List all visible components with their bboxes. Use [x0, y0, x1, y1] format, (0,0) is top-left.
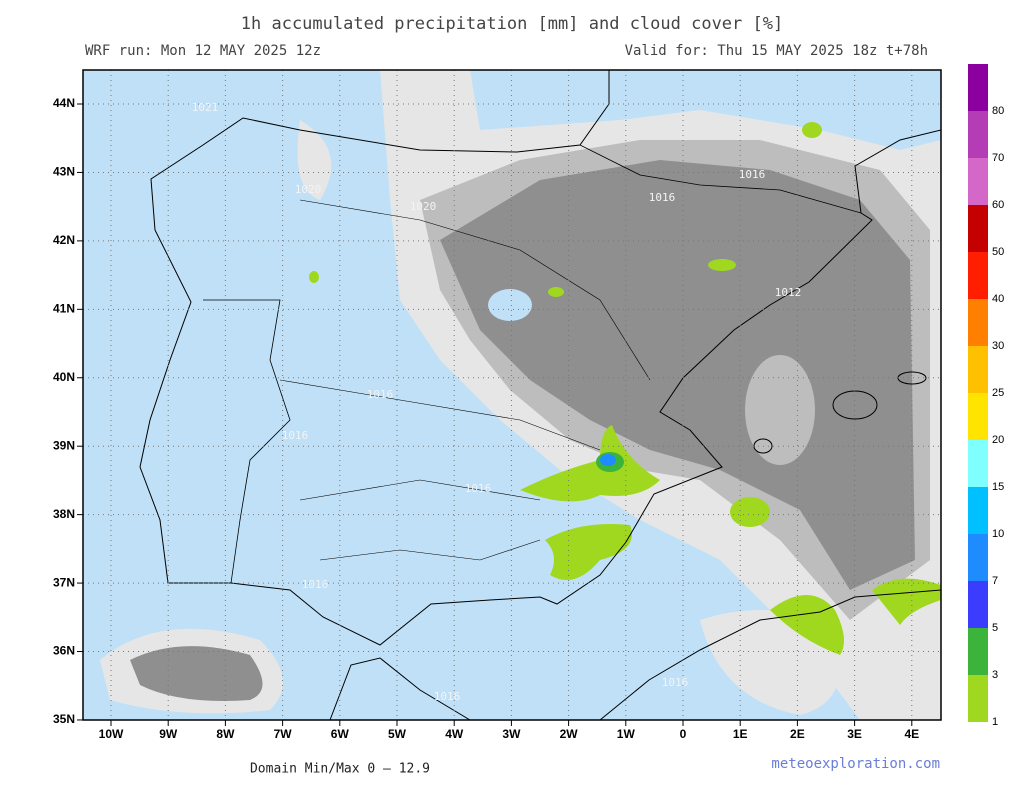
isobar-label: 1016: [434, 690, 461, 703]
colorbar-segment: [968, 393, 988, 440]
lon-label: 5W: [388, 727, 407, 741]
lat-label: 43N: [53, 165, 75, 179]
colorbar-segment: [968, 534, 988, 581]
colorbar-label: 15: [992, 481, 1004, 493]
colorbar-segment: [968, 158, 988, 205]
title: 1h accumulated precipitation [mm] and cl…: [241, 14, 783, 34]
colorbar-segment: [968, 440, 988, 487]
isobar-label: 1020: [295, 183, 322, 196]
run-label: WRF run: Mon 12 MAY 2025 12z: [85, 43, 321, 59]
lon-label: 7W: [274, 727, 293, 741]
colorbar-label: 3: [992, 669, 998, 681]
colorbar-segment: [968, 675, 988, 722]
lon-label: 6W: [331, 727, 350, 741]
colorbar-segment: [968, 581, 988, 628]
colorbar-label: 50: [992, 246, 1004, 258]
colorbar-label: 40: [992, 293, 1004, 305]
clouds: [100, 70, 941, 720]
lon-label: 2E: [790, 727, 805, 741]
colorbar-label: 5: [992, 622, 998, 634]
lon-label: 4E: [904, 727, 919, 741]
isobar-label: 1021: [192, 101, 219, 114]
lon-label: 3E: [847, 727, 862, 741]
colorbar-label: 1: [992, 716, 998, 728]
colorbar-label: 70: [992, 152, 1004, 164]
lat-label: 35N: [53, 712, 75, 726]
colorbar-label: 10: [992, 528, 1004, 540]
lon-label: 3W: [502, 727, 521, 741]
colorbar-segment: [968, 487, 988, 534]
graticule: [83, 70, 941, 720]
lon-label: 4W: [445, 727, 464, 741]
isobar-label: 1016: [367, 388, 394, 401]
map-area: [82, 69, 942, 721]
colorbar-segment: [968, 252, 988, 299]
lat-label: 40N: [53, 370, 75, 384]
colorbar-segment: [968, 205, 988, 252]
lon-label: 0: [680, 727, 687, 741]
colorbar-segment: [968, 628, 988, 675]
lon-label: 8W: [216, 727, 235, 741]
colorbar-label: 30: [992, 340, 1004, 352]
isobar-label: 1016: [739, 168, 766, 181]
colorbar-label: 7: [992, 575, 998, 587]
domain-minmax: Domain Min/Max 0 — 12.9: [250, 762, 430, 777]
isobar-label: 1020: [410, 200, 437, 213]
lon-label: 2W: [560, 727, 579, 741]
lon-label: 9W: [159, 727, 178, 741]
lat-label: 42N: [53, 233, 75, 247]
lat-label: 37N: [53, 575, 75, 589]
colorbar-segment: [968, 64, 988, 111]
colorbar-segment: [968, 111, 988, 158]
isobar-label: 1012: [775, 286, 802, 299]
colorbar-label: 60: [992, 199, 1004, 211]
lat-label: 39N: [53, 438, 75, 452]
lat-label: 44N: [53, 96, 75, 110]
isobar-label: 1016: [465, 482, 492, 495]
lat-label: 38N: [53, 507, 75, 521]
brand: meteoexploration.com: [771, 756, 940, 772]
map-frame: [82, 69, 942, 721]
colorbar-label: 20: [992, 434, 1004, 446]
isobar-label: 1016: [662, 676, 689, 689]
isobar-label: 1016: [649, 191, 676, 204]
valid-label: Valid for: Thu 15 MAY 2025 18z t+78h: [625, 43, 928, 59]
isobar-label: 1016: [302, 578, 329, 591]
lon-label: 1E: [733, 727, 748, 741]
isobar-label: 1016: [282, 429, 309, 442]
lon-label: 10W: [99, 727, 124, 741]
lon-label: 1W: [617, 727, 636, 741]
lat-label: 41N: [53, 301, 75, 315]
colorbar-label: 25: [992, 387, 1004, 399]
colorbar-label: 80: [992, 105, 1004, 117]
colorbar-segment: [968, 346, 988, 393]
colorbar-segment: [968, 299, 988, 346]
lat-label: 36N: [53, 644, 75, 658]
